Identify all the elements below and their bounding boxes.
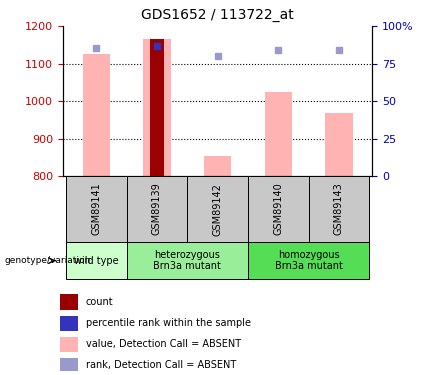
- Bar: [66, 242, 126, 279]
- Bar: [126, 176, 187, 242]
- Bar: [187, 176, 248, 242]
- Text: genotype/variation: genotype/variation: [4, 256, 90, 265]
- Text: GSM89142: GSM89142: [213, 183, 223, 236]
- Bar: [83, 54, 110, 176]
- Bar: [265, 92, 292, 176]
- Bar: [150, 39, 164, 176]
- Text: count: count: [86, 297, 113, 307]
- Text: rank, Detection Call = ABSENT: rank, Detection Call = ABSENT: [86, 360, 236, 370]
- Text: GSM89143: GSM89143: [334, 183, 344, 236]
- Text: GSM89139: GSM89139: [152, 183, 162, 236]
- Bar: [61, 316, 78, 331]
- Text: homozygous
Brn3a mutant: homozygous Brn3a mutant: [275, 250, 343, 272]
- Bar: [309, 176, 369, 242]
- Bar: [66, 176, 126, 242]
- Text: value, Detection Call = ABSENT: value, Detection Call = ABSENT: [86, 339, 241, 349]
- Text: wild type: wild type: [74, 256, 119, 266]
- Bar: [61, 294, 78, 310]
- Text: GSM89140: GSM89140: [273, 183, 283, 236]
- Text: GSM89141: GSM89141: [91, 183, 101, 236]
- Text: heterozygous
Brn3a mutant: heterozygous Brn3a mutant: [153, 250, 221, 272]
- Bar: [61, 337, 78, 352]
- Bar: [248, 242, 369, 279]
- Bar: [143, 39, 171, 176]
- Title: GDS1652 / 113722_at: GDS1652 / 113722_at: [141, 9, 294, 22]
- Bar: [204, 156, 231, 176]
- Bar: [126, 242, 248, 279]
- Bar: [325, 113, 352, 176]
- Bar: [248, 176, 309, 242]
- Bar: [61, 358, 78, 373]
- Text: percentile rank within the sample: percentile rank within the sample: [86, 318, 251, 328]
